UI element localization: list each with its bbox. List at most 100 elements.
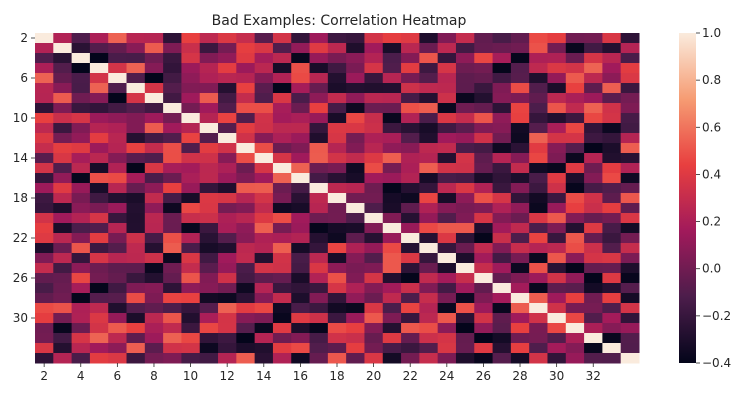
heatmap-cell bbox=[89, 133, 109, 144]
heatmap-cell bbox=[510, 343, 530, 354]
heatmap-cell bbox=[437, 283, 457, 294]
heatmap-cell bbox=[474, 323, 494, 334]
heatmap-cell bbox=[419, 83, 439, 94]
heatmap-cell bbox=[364, 323, 384, 334]
heatmap-cell bbox=[236, 333, 256, 344]
heatmap-cell bbox=[437, 333, 457, 344]
heatmap-cell bbox=[474, 113, 494, 124]
heatmap-cell bbox=[382, 183, 402, 194]
heatmap-cell bbox=[565, 153, 585, 164]
heatmap-cell bbox=[455, 173, 475, 184]
heatmap-cell bbox=[108, 153, 128, 164]
heatmap-cell bbox=[218, 223, 237, 234]
heatmap-cell bbox=[547, 243, 567, 254]
heatmap-cell bbox=[327, 243, 347, 254]
heatmap-cell bbox=[53, 353, 73, 364]
heatmap-cell bbox=[382, 93, 402, 104]
heatmap-cell bbox=[35, 193, 54, 204]
heatmap-cell bbox=[71, 213, 91, 224]
heatmap-cell bbox=[108, 293, 128, 304]
heatmap-cell bbox=[254, 203, 274, 214]
heatmap-cell bbox=[364, 193, 384, 204]
heatmap-cell bbox=[419, 53, 439, 64]
heatmap-cell bbox=[346, 283, 365, 294]
heatmap-cell bbox=[529, 143, 548, 154]
x-tick-label: 14 bbox=[256, 369, 271, 383]
heatmap-cell bbox=[584, 113, 603, 124]
heatmap-cell bbox=[364, 163, 384, 174]
heatmap-cell bbox=[291, 73, 311, 84]
heatmap-cell bbox=[163, 263, 182, 274]
heatmap-cell bbox=[126, 193, 146, 204]
heatmap-cell bbox=[492, 293, 512, 304]
heatmap-cell bbox=[254, 183, 274, 194]
heatmap-cell bbox=[163, 313, 182, 324]
heatmap-cell bbox=[529, 273, 548, 284]
heatmap-cell bbox=[346, 113, 365, 124]
heatmap-cell bbox=[291, 53, 311, 64]
heatmap-cell bbox=[346, 293, 365, 304]
x-tick-label: 26 bbox=[476, 369, 491, 383]
heatmap-cell bbox=[327, 73, 347, 84]
heatmap-cell bbox=[126, 153, 146, 164]
heatmap-cell bbox=[236, 43, 256, 54]
y-tick-label: 2 bbox=[20, 31, 28, 45]
heatmap-cell bbox=[108, 213, 128, 224]
heatmap-cell bbox=[510, 163, 530, 174]
heatmap-cell bbox=[529, 303, 548, 314]
heatmap-cell bbox=[382, 313, 402, 324]
heatmap-cell bbox=[236, 53, 256, 64]
heatmap-cell bbox=[35, 123, 54, 134]
heatmap-cell bbox=[272, 43, 292, 54]
heatmap-cell bbox=[254, 123, 274, 134]
heatmap-cell bbox=[474, 263, 494, 274]
heatmap-cell bbox=[602, 63, 622, 74]
heatmap-cell bbox=[346, 213, 365, 224]
heatmap-cell bbox=[346, 343, 365, 354]
heatmap-cell bbox=[492, 323, 512, 334]
heatmap-cell bbox=[437, 133, 457, 144]
heatmap-cell bbox=[218, 193, 237, 204]
heatmap-cell bbox=[602, 233, 622, 244]
heatmap-cell bbox=[53, 43, 73, 54]
heatmap-cell bbox=[71, 173, 91, 184]
heatmap-cell bbox=[108, 223, 128, 234]
heatmap-cell bbox=[108, 103, 128, 114]
heatmap-cell bbox=[492, 353, 512, 364]
heatmap-cell bbox=[199, 253, 219, 264]
colorbar-tick-label: 0.0 bbox=[702, 262, 721, 276]
heatmap-cell bbox=[492, 83, 512, 94]
colorbar-tick-label: −0.4 bbox=[702, 356, 731, 370]
heatmap-cell bbox=[584, 163, 603, 174]
heatmap-cell bbox=[71, 93, 91, 104]
heatmap-cell bbox=[364, 93, 384, 104]
heatmap-cell bbox=[327, 143, 347, 154]
heatmap-cell bbox=[309, 323, 329, 334]
heatmap-cell bbox=[437, 113, 457, 124]
heatmap-cell bbox=[126, 273, 146, 284]
heatmap-cell bbox=[382, 153, 402, 164]
heatmap-cell bbox=[492, 183, 512, 194]
heatmap-cell bbox=[35, 253, 54, 264]
heatmap-cell bbox=[474, 203, 494, 214]
heatmap-cell bbox=[254, 73, 274, 84]
heatmap-cell bbox=[437, 163, 457, 174]
heatmap-cell bbox=[620, 273, 640, 284]
heatmap-cell bbox=[327, 213, 347, 224]
heatmap-cell bbox=[474, 153, 494, 164]
heatmap-cell bbox=[510, 83, 530, 94]
heatmap-cell bbox=[236, 243, 256, 254]
heatmap-cell bbox=[492, 333, 512, 344]
heatmap-cell bbox=[382, 63, 402, 74]
heatmap-cell bbox=[602, 173, 622, 184]
heatmap-cell bbox=[565, 123, 585, 134]
heatmap-cell bbox=[474, 83, 494, 94]
heatmap-cell bbox=[346, 93, 365, 104]
heatmap-cell bbox=[474, 143, 494, 154]
heatmap-cell bbox=[199, 203, 219, 214]
heatmap-cell bbox=[437, 33, 457, 44]
heatmap-cell bbox=[364, 303, 384, 314]
heatmap-cell bbox=[53, 83, 73, 94]
heatmap-cell bbox=[309, 353, 329, 364]
heatmap-cell bbox=[382, 163, 402, 174]
